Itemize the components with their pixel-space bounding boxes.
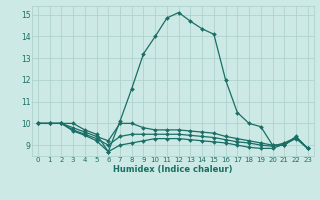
- X-axis label: Humidex (Indice chaleur): Humidex (Indice chaleur): [113, 165, 233, 174]
